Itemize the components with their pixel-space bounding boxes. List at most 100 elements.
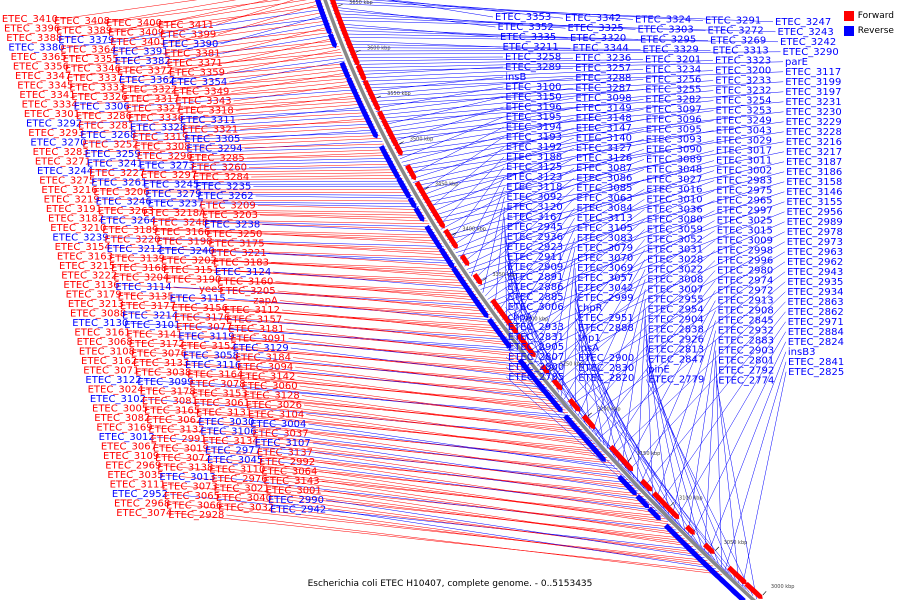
right-leader-line [606, 289, 646, 449]
tick-mark [670, 502, 675, 507]
left-leader-line [284, 319, 514, 346]
right-leader-line [344, 40, 501, 48]
gene-label-right: ETEC_3253 [716, 106, 772, 117]
reverse-gene [475, 301, 489, 319]
right-leader-line [645, 369, 736, 580]
gene-label-right: ETEC_3258 [505, 52, 561, 63]
gene-label-right: ETEC_2779 [648, 374, 704, 385]
left-leader-line [174, 46, 339, 71]
gene-label-right: ETEC_3342 [565, 13, 621, 24]
gene-label-right: ETEC_2862 [788, 307, 844, 318]
gene-label-right: ETEC_3196 [506, 102, 562, 113]
reverse-swatch [843, 25, 854, 36]
right-leader-line [671, 330, 716, 518]
gene-label-left: ETEC_3172 [129, 339, 185, 350]
gene-label-right: ETEC_3087 [576, 163, 632, 174]
gene-label-left: ETEC_3032 [218, 503, 274, 514]
right-leader-line [336, 20, 776, 33]
reverse-gene [370, 128, 379, 139]
gene-label-left: ETEC_2928 [168, 510, 224, 521]
gene-label-right: ETEC_3234 [645, 64, 701, 75]
left-leader-line [151, 191, 411, 193]
left-leader-line [308, 423, 618, 470]
right-leader-line [330, 3, 774, 23]
gene-label-right: ETEC_3216 [786, 137, 842, 148]
right-leader-line [390, 106, 504, 143]
left-leader-line [243, 364, 557, 400]
left-leader-line [234, 326, 520, 355]
right-leader-line [451, 167, 575, 247]
left-leader-line [70, 40, 337, 67]
left-leader-line [246, 152, 389, 159]
left-leader-line [207, 212, 426, 219]
gene-label-left: ETEC_3341 [19, 90, 75, 101]
tick-label: 3000 kbp [771, 584, 795, 590]
left-leader-line [275, 281, 481, 301]
forward-gene [571, 401, 581, 412]
gene-label-left: ETEC_3072 [155, 453, 211, 464]
right-leader-line [526, 230, 715, 353]
right-leader-line [366, 76, 504, 92]
gene-label-right: ETEC_3242 [780, 37, 836, 48]
left-leader-line [129, 77, 353, 98]
left-leader-line [169, 493, 696, 550]
left-leader-line [158, 220, 432, 227]
right-leader-line [575, 358, 716, 561]
right-leader-line [358, 66, 504, 75]
right-leader-line [432, 149, 644, 217]
gene-label-left: ETEC_3317 [123, 94, 179, 105]
left-leader-line [95, 166, 397, 172]
gene-label-left: ETEC_3112 [224, 305, 280, 316]
gene-label-right: ETEC_3059 [647, 224, 703, 235]
left-leader-line [262, 450, 647, 500]
right-leader-line [480, 191, 785, 290]
left-leader-line [161, 455, 652, 506]
gene-label-left: ETEC_3250 [206, 229, 262, 240]
left-leader-line [162, 239, 446, 250]
right-leader-line [645, 329, 669, 515]
gene-label-left: ETEC_3204 [113, 273, 169, 284]
right-leader-line [449, 166, 505, 243]
gene-label-left: ETEC_3102 [90, 394, 146, 405]
left-leader-line [68, 29, 332, 58]
left-leader-line [204, 419, 613, 464]
right-leader-line [704, 350, 717, 551]
gene-label-left: ETEC_3206 [93, 187, 149, 198]
right-leader-line [645, 339, 686, 531]
left-leader-line [212, 231, 441, 242]
right-leader-line [386, 0, 494, 18]
right-leader-line [408, 126, 504, 176]
legend: Forward Reverse [843, 8, 894, 38]
tick-label: 3150 kbp [637, 451, 661, 457]
gene-label-right: ETEC_3291 [705, 16, 761, 27]
gene-label-left: ETEC_3037 [252, 429, 308, 440]
gene-label-right: ETEC_2951 [578, 313, 634, 324]
gene-label-right: ETEC_2888 [578, 323, 634, 334]
gene-label-left: ETEC_3024 [88, 385, 144, 396]
right-leader-line [674, 331, 786, 521]
right-leader-line [363, 70, 714, 86]
gene-label-left: ETEC_3116 [185, 360, 241, 371]
gene-label-right: ETEC_2913 [717, 296, 773, 307]
gene-label-left: ETEC_3305 [184, 134, 240, 145]
right-leader-line [482, 196, 505, 293]
gene-label-left: ETEC_3264 [100, 216, 156, 227]
left-leader-line [314, 452, 650, 503]
gene-label-left: ETEC_3110 [209, 465, 265, 476]
tick-label: 3650 kbp [349, 0, 373, 6]
gene-label-right: ETEC_3027 [646, 174, 702, 185]
right-leader-line [715, 360, 722, 567]
tick-label: 3600 kbp [367, 46, 391, 52]
gene-label-right: ETEC_3123 [506, 172, 562, 183]
gene-features [315, 0, 763, 600]
gene-label-left: ETEC_3157 [226, 315, 282, 326]
right-leader-line [360, 67, 574, 79]
right-leader-line [396, 110, 714, 153]
reverse-gene [536, 381, 550, 398]
gene-label-right: ETEC_3100 [505, 82, 561, 93]
gene-label-left: ETEC_3273 [139, 161, 195, 172]
right-leader-line [516, 221, 785, 340]
gene-label-left: ETEC_3345 [17, 81, 73, 92]
right-leader-line [442, 159, 645, 233]
gene-label-left: ETEC_3065 [164, 491, 220, 502]
